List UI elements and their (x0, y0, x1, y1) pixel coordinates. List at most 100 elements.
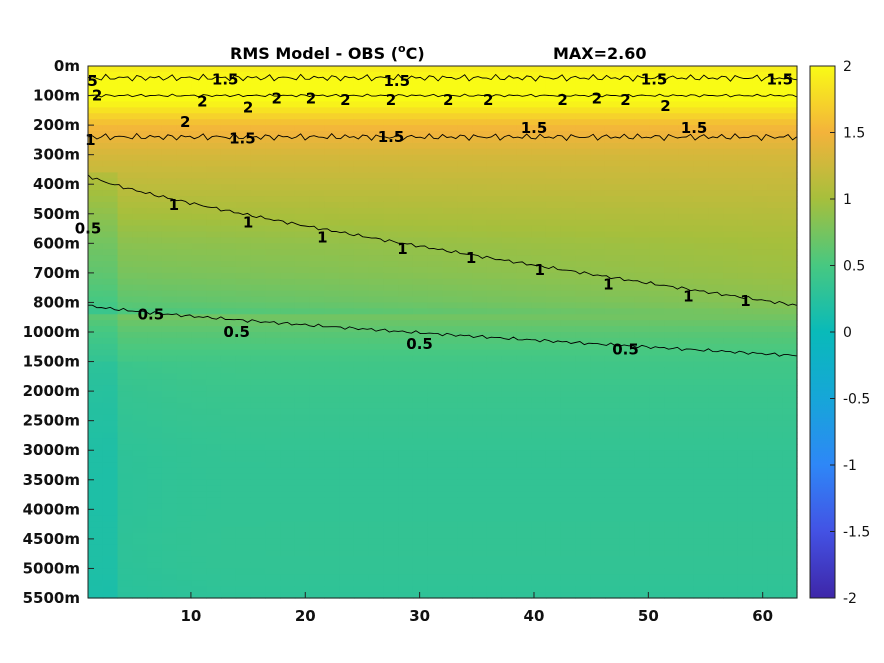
heatmap-cell (132, 213, 148, 221)
heatmap-cell (132, 586, 148, 593)
heatmap-cell (265, 580, 281, 587)
heatmap-cell (383, 343, 399, 351)
heatmap-cell (176, 462, 192, 469)
heatmap-cell (147, 503, 163, 510)
heatmap-cell (442, 107, 458, 114)
heatmap-cell (737, 243, 754, 250)
heatmap-cell (457, 184, 473, 191)
heatmap-cell (383, 231, 399, 239)
heatmap-cell (664, 467, 680, 475)
heatmap-cell (531, 574, 547, 581)
heatmap-cell (368, 83, 385, 91)
heatmap-cell (250, 337, 266, 345)
contour-label: 2 (660, 97, 670, 115)
heatmap-cell (649, 219, 665, 227)
heatmap-cell (117, 450, 133, 457)
heatmap-cell (161, 249, 178, 256)
heatmap-cell (383, 213, 399, 221)
heatmap-cell (294, 538, 311, 546)
heatmap-cell (472, 332, 488, 339)
heatmap-cell (693, 503, 709, 510)
heatmap-cell (442, 586, 458, 593)
heatmap-cell (117, 136, 133, 144)
heatmap-cell (309, 142, 325, 150)
heatmap-cell (161, 190, 178, 197)
heatmap-cell (575, 184, 591, 191)
heatmap-cell (280, 332, 296, 339)
heatmap-cell (161, 497, 178, 505)
heatmap-cell (486, 190, 503, 197)
heatmap-cell (176, 574, 192, 581)
heatmap-cell (664, 462, 680, 469)
heatmap-cell (383, 444, 399, 451)
heatmap-cell (147, 550, 163, 558)
heatmap-cell (117, 592, 133, 599)
heatmap-cell (220, 266, 237, 274)
heatmap-cell (412, 361, 429, 369)
heatmap-cell (472, 71, 488, 79)
heatmap-cell (501, 207, 517, 215)
heatmap-cell (531, 172, 547, 179)
heatmap-cell (737, 266, 754, 274)
heatmap-cell (294, 473, 311, 481)
heatmap-cell (132, 408, 148, 416)
heatmap-cell (147, 509, 163, 516)
heatmap-cell (767, 467, 783, 475)
heatmap-cell (280, 255, 296, 262)
heatmap-cell (324, 385, 340, 392)
heatmap-cell (723, 243, 739, 250)
contour-label: 2 (92, 87, 102, 105)
heatmap-cell (604, 450, 621, 457)
heatmap-cell (176, 391, 192, 398)
heatmap-cell (353, 190, 370, 197)
heatmap-cell (147, 343, 163, 351)
heatmap-cell (693, 326, 709, 333)
heatmap-cell (147, 249, 163, 256)
y-tick-label: 500m (33, 205, 80, 223)
heatmap-cell (737, 444, 754, 451)
heatmap-cell (560, 326, 577, 333)
heatmap-cell (752, 261, 769, 268)
heatmap-cell (531, 420, 547, 428)
heatmap-cell (294, 255, 311, 262)
heatmap-cell (604, 296, 621, 304)
heatmap-cell (782, 532, 798, 540)
heatmap-cell (723, 326, 739, 333)
heatmap-cell (250, 66, 266, 73)
heatmap-cell (220, 355, 237, 363)
heatmap-cell (324, 196, 340, 203)
heatmap-cell (634, 355, 650, 363)
heatmap-cell (176, 231, 192, 239)
heatmap-cell (88, 485, 104, 493)
heatmap-cell (235, 556, 252, 564)
heatmap-cell (590, 201, 606, 209)
heatmap-cell (147, 467, 163, 475)
heatmap-cell (412, 379, 429, 386)
heatmap-cell (723, 414, 739, 422)
heatmap-cell (575, 515, 591, 522)
heatmap-cell (427, 178, 444, 185)
heatmap-cell (161, 77, 178, 85)
heatmap-cell (575, 196, 591, 203)
heatmap-cell (412, 355, 429, 363)
heatmap-cell (280, 462, 296, 469)
heatmap-cell (619, 355, 636, 363)
heatmap-cell (132, 284, 148, 292)
heatmap-cell (545, 178, 562, 185)
heatmap-cell (693, 509, 709, 516)
heatmap-cell (250, 574, 266, 581)
heatmap-cell (619, 326, 636, 333)
heatmap-cell (472, 550, 488, 558)
heatmap-cell (206, 503, 222, 510)
heatmap-cell (693, 125, 709, 132)
heatmap-cell (752, 184, 769, 191)
heatmap-cell (664, 320, 680, 327)
heatmap-cell (309, 172, 325, 179)
heatmap-cell (767, 361, 783, 369)
heatmap-cell (294, 237, 311, 244)
heatmap-cell (678, 320, 695, 327)
heatmap-cell (560, 196, 577, 203)
heatmap-cell (176, 426, 192, 434)
heatmap-cell (191, 574, 207, 581)
heatmap-cell (427, 550, 444, 558)
